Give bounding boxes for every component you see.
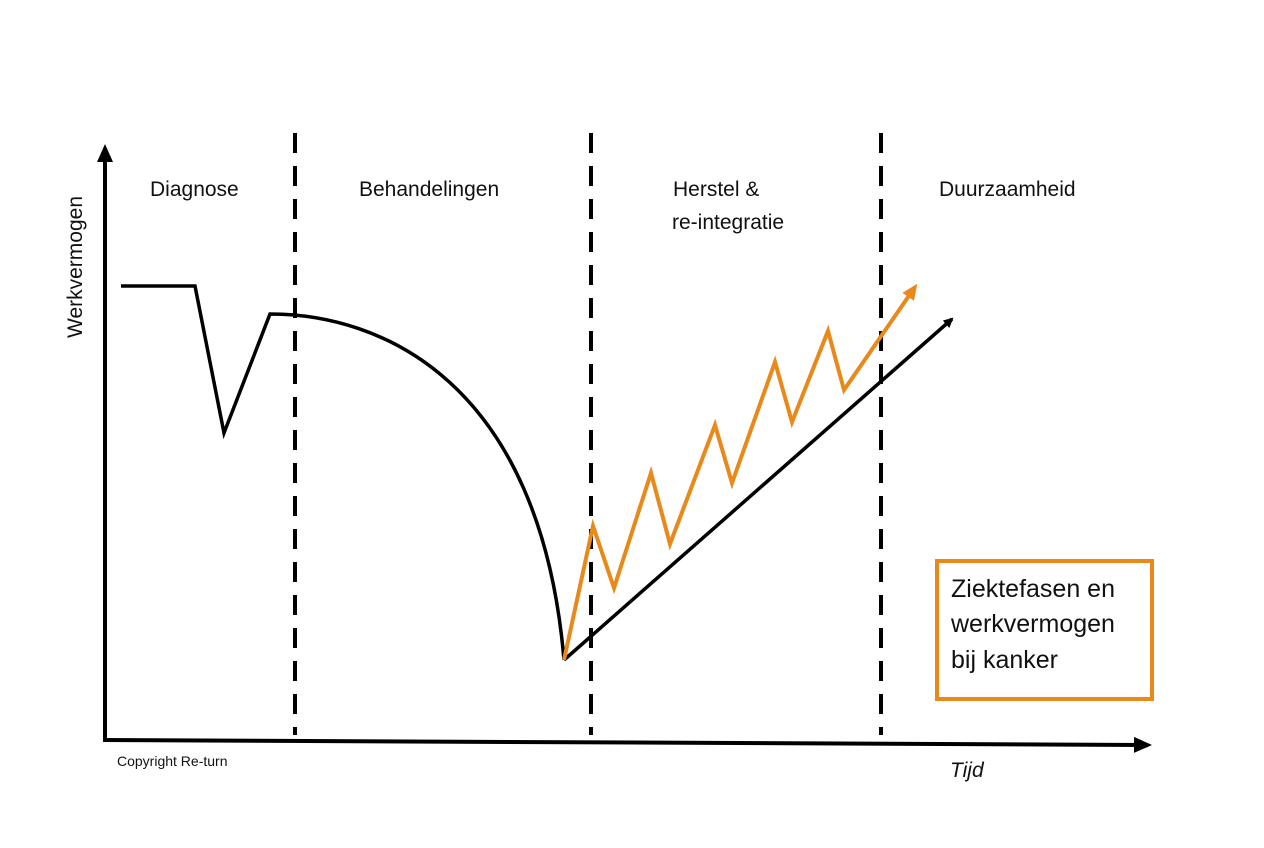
phase-label-diagnose: Diagnose — [150, 178, 239, 201]
x-axis-label: Tijd — [950, 759, 985, 782]
y-axis-label: Werkvermogen — [64, 196, 87, 338]
baseline-trend-arrow — [562, 317, 954, 662]
title-box-line-2: werkvermogen — [950, 610, 1115, 638]
phase-label-behandelingen: Behandelingen — [359, 178, 499, 201]
copyright-text: Copyright Re-turn — [117, 753, 228, 769]
title-box-line-3: bij kanker — [951, 646, 1058, 674]
phase-label-herstel-line2: re-integratie — [672, 211, 784, 234]
title-box — [935, 559, 1154, 701]
phase-label-duurzaamheid: Duurzaamheid — [939, 178, 1076, 201]
title-box-line-1: Ziektefasen en — [951, 575, 1115, 603]
baseline-curve — [121, 284, 566, 661]
phase-label-herstel-line1: Herstel & — [673, 178, 759, 201]
x-axis — [102, 736, 1152, 753]
recovery-zigzag-curve — [562, 283, 918, 661]
